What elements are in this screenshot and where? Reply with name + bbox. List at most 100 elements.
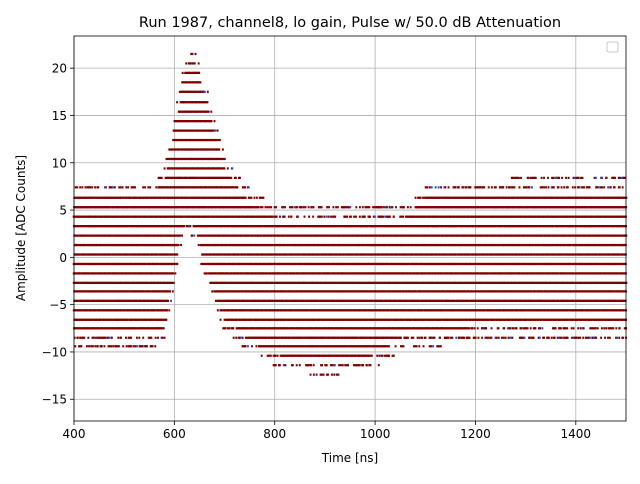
scatter-point	[130, 345, 132, 347]
scatter-point	[228, 327, 230, 329]
scatter-point	[150, 206, 152, 208]
scatter-point	[92, 206, 94, 208]
scatter-point	[214, 120, 216, 122]
scatter-point	[126, 345, 128, 347]
scatter-point	[347, 364, 349, 366]
scatter-point	[162, 234, 164, 236]
scatter-point	[335, 206, 337, 208]
scatter-point	[125, 186, 127, 188]
scatter-point	[186, 167, 188, 169]
scatter-point	[239, 177, 241, 179]
scatter-point	[321, 364, 323, 366]
scatter-point	[288, 244, 290, 246]
scatter-point	[180, 244, 182, 246]
scatter-point	[93, 337, 95, 339]
scatter-point	[265, 337, 267, 339]
scatter-point	[340, 364, 342, 366]
scatter-point	[179, 234, 181, 236]
scatter-point	[97, 345, 99, 347]
scatter-point	[343, 244, 345, 246]
scatter-point	[326, 206, 328, 208]
scatter-point	[244, 186, 246, 188]
scatter-point	[207, 272, 209, 274]
scatter-point	[323, 374, 325, 376]
scatter-point	[140, 216, 142, 218]
scatter-point	[111, 319, 113, 321]
scatter-point	[80, 345, 82, 347]
scatter-point	[94, 186, 96, 188]
scatter-point	[183, 216, 185, 218]
scatter-point	[85, 244, 87, 246]
scatter-point	[260, 206, 262, 208]
scatter-point	[288, 216, 290, 218]
scatter-point	[334, 364, 336, 366]
scatter-point	[272, 225, 274, 227]
scatter-point	[100, 319, 102, 321]
scatter-point	[260, 197, 262, 199]
scatter-point	[122, 186, 124, 188]
scatter-point	[236, 186, 238, 188]
scatter-point	[242, 337, 244, 339]
scatter-point	[330, 216, 332, 218]
scatter-point	[89, 186, 91, 188]
scatter-point	[112, 186, 114, 188]
scatter-point	[345, 206, 347, 208]
scatter-point	[207, 91, 209, 93]
scatter-point	[233, 337, 235, 339]
scatter-point	[253, 206, 255, 208]
scatter-point	[79, 186, 81, 188]
scatter-point	[105, 186, 107, 188]
scatter-point	[254, 197, 256, 199]
scatter-point	[285, 263, 287, 265]
scatter-point	[372, 206, 374, 208]
scatter-point	[112, 345, 114, 347]
scatter-point	[152, 345, 154, 347]
scatter-point	[291, 216, 293, 218]
scatter-point	[87, 309, 89, 311]
scatter-point	[321, 374, 323, 376]
scatter-point	[125, 337, 127, 339]
scatter-point	[336, 374, 338, 376]
scatter-point	[194, 62, 196, 64]
scatter-point	[283, 364, 285, 366]
scatter-point	[266, 206, 268, 208]
scatter-point	[161, 177, 163, 179]
scatter-point	[97, 186, 99, 188]
scatter-point	[198, 148, 200, 150]
scatter-point	[235, 177, 237, 179]
scatter-point	[296, 225, 298, 227]
scatter-point	[144, 186, 146, 188]
scatter-point	[190, 62, 192, 64]
scatter-point	[216, 139, 218, 141]
scatter-point	[174, 225, 176, 227]
scatter-point	[247, 345, 249, 347]
scatter-point	[176, 253, 178, 255]
scatter-point	[368, 272, 370, 274]
scatter-point	[130, 216, 132, 218]
scatter-point	[299, 253, 301, 255]
scatter-point	[189, 225, 191, 227]
scatter-point	[292, 206, 294, 208]
scatter-point	[260, 234, 262, 236]
scatter-point	[173, 282, 175, 284]
scatter-point	[217, 139, 219, 141]
scatter-point	[211, 290, 213, 292]
scatter-point	[94, 327, 96, 329]
scatter-point	[243, 263, 245, 265]
scatter-point	[218, 148, 220, 150]
scatter-point	[203, 263, 205, 265]
scatter-point	[240, 337, 242, 339]
scatter-point	[83, 337, 85, 339]
scatter-point	[177, 216, 179, 218]
scatter-point	[250, 197, 252, 199]
scatter-point	[340, 263, 342, 265]
scatter-point	[282, 206, 284, 208]
scatter-point	[277, 355, 279, 357]
scatter-point	[111, 337, 113, 339]
scatter-point	[191, 234, 193, 236]
scatter-point	[359, 364, 361, 366]
scatter-point	[177, 234, 179, 236]
scatter-point	[305, 206, 307, 208]
scatter-point	[94, 197, 96, 199]
